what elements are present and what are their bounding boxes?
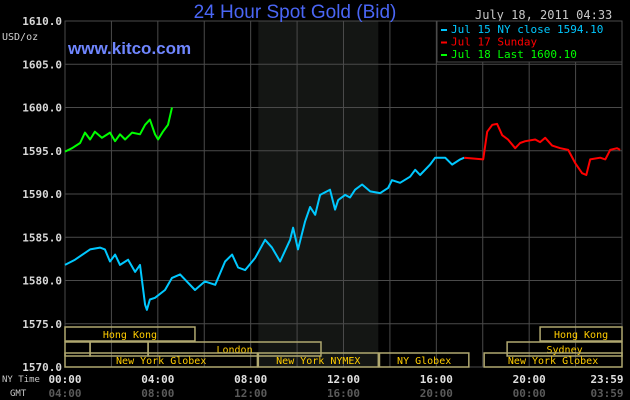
session-label: New York Globex — [116, 356, 206, 367]
series-line-1 — [464, 122, 621, 176]
y-tick-label: 1585.0 — [22, 231, 62, 244]
session-bar: NY Globex — [378, 352, 470, 368]
y-tick-label: 1575.0 — [22, 318, 62, 331]
legend-entry: Jul 15 NY close 1594.10 — [451, 23, 603, 36]
x-axis-row-label: GMT — [10, 389, 27, 399]
legend-entry: Jul 18 Last 1600.10 — [451, 48, 577, 61]
x-tick-label: 04:00 — [48, 387, 81, 400]
session-box — [257, 352, 380, 368]
y-tick-label: 1595.0 — [22, 145, 62, 158]
legend-swatch — [441, 41, 447, 44]
x-tick-label: 04:00 — [141, 373, 174, 386]
session-label: New York NYMEX — [276, 356, 360, 367]
session-bar: New York Globex — [64, 352, 259, 368]
session-box — [378, 352, 470, 368]
x-tick-label: 12:00 — [234, 387, 267, 400]
series-line-2 — [64, 107, 173, 153]
x-tick-label: 08:00 — [234, 373, 267, 386]
legend-swatch — [441, 54, 447, 56]
x-tick-label: 20:00 — [513, 373, 546, 386]
x-tick-label: 23:59 — [590, 373, 623, 386]
session-label: NY Globex — [397, 356, 451, 367]
x-tick-label: 20:00 — [420, 387, 453, 400]
session-label: New York Globex — [508, 356, 598, 367]
session-label: London — [216, 345, 252, 356]
session-bar: London — [147, 341, 322, 357]
x-tick-label: 00:00 — [48, 373, 81, 386]
y-tick-label: 1600.0 — [22, 102, 62, 115]
x-axis-row-label: NY Time — [2, 375, 40, 385]
session-bar: Hong Kong — [64, 326, 196, 342]
session-box — [64, 326, 196, 342]
session-bar: New York Globex — [483, 352, 623, 368]
legend-swatch — [441, 29, 447, 31]
x-tick-label: 16:00 — [420, 373, 453, 386]
x-tick-label: 00:00 — [513, 387, 546, 400]
series-line-0 — [64, 156, 465, 311]
session-bar: Hong Kong — [539, 326, 623, 342]
y-tick-label: 1570.0 — [22, 361, 62, 374]
x-tick-label: 03:59 — [590, 387, 623, 400]
y-tick-label: 1605.0 — [22, 58, 62, 71]
session-label: Hong Kong — [103, 330, 157, 341]
y-axis-label: USD/oz — [2, 32, 38, 43]
timestamp: July 18, 2011 04:33 — [475, 8, 612, 22]
chart-title: 24 Hour Spot Gold (Bid) — [194, 2, 397, 23]
legend-entry: Jul 17 Sunday — [451, 36, 537, 49]
x-tick-label: 12:00 — [327, 373, 360, 386]
session-box — [64, 352, 259, 368]
x-tick-label: 16:00 — [327, 387, 360, 400]
legend-box — [436, 20, 623, 63]
watermark-kitco: www.kitco.com — [67, 39, 191, 58]
session-box — [147, 341, 322, 357]
session-bar: Sydney — [506, 341, 623, 357]
y-tick-label: 1590.0 — [22, 188, 62, 201]
y-tick-label: 1610.0 — [22, 15, 62, 28]
session-label: Hong Kong — [554, 330, 608, 341]
session-bar: New York NYMEX — [257, 352, 380, 368]
session-label: Sydney — [546, 345, 582, 356]
x-tick-label: 08:00 — [141, 387, 174, 400]
session-box — [483, 352, 623, 368]
y-tick-label: 1580.0 — [22, 275, 62, 288]
session-box — [539, 326, 623, 342]
session-box — [506, 341, 623, 357]
